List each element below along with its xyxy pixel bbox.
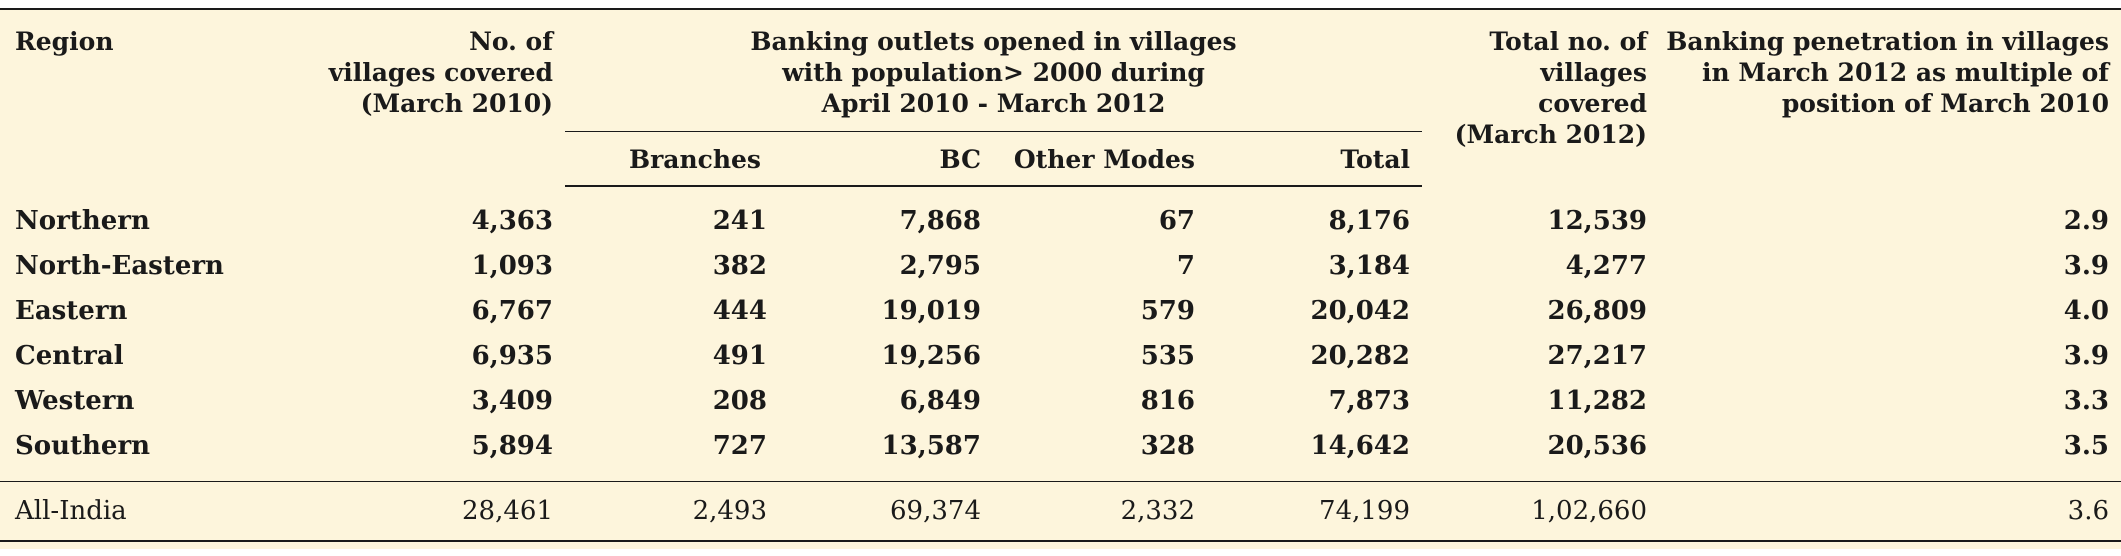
cell-villages-2012: 1,02,660: [1422, 481, 1660, 542]
cell-total: 20,282: [1310, 341, 1411, 371]
cell-villages-2010: 6,767: [471, 296, 553, 326]
cell-bc: 19,019: [881, 296, 981, 326]
cell-villages-2010: 6,935: [471, 341, 553, 371]
cell-branches: 2,493: [565, 481, 779, 542]
header-group-line2: with population> 2000 during: [782, 58, 1205, 87]
cell-penetration: 2.9: [2063, 205, 2110, 236]
header-villages-2012: Total no. of villages covered (March 201…: [1422, 8, 1660, 186]
cell-branches: 208: [712, 386, 767, 416]
header-region-label: Region: [15, 27, 114, 56]
cell-bc: 13,587: [881, 431, 981, 461]
cell-villages-2012: 12,539: [1547, 205, 1648, 236]
cell-villages-2010: 1,093: [471, 251, 553, 281]
header-region: Region: [0, 8, 300, 186]
table-body: Northern 4,363 241 7,868 67 8,176 12,539…: [0, 186, 2121, 482]
table-row: North-Eastern 1,093 382 2,795 7 3,184 4,…: [0, 244, 2121, 289]
cell-bc: 19,256: [881, 341, 981, 371]
table-row: Southern 5,894 727 13,587 328 14,642 20,…: [0, 424, 2121, 482]
cell-villages-2012: 27,217: [1547, 341, 1648, 371]
cell-region: Southern: [15, 431, 151, 461]
header-group-line3: April 2010 - March 2012: [821, 89, 1166, 118]
cell-penetration: 3.9: [2063, 341, 2110, 371]
header-villages-2012-line2: villages: [1540, 58, 1648, 87]
cell-villages-2010: 4,363: [471, 205, 553, 236]
header-villages-2012-line3: covered: [1538, 89, 1648, 118]
cell-branches: 382: [712, 251, 767, 281]
header-penetration: Banking penetration in villages in March…: [1659, 8, 2121, 186]
banking-outlets-table: Region No. of villages covered (March 20…: [0, 8, 2121, 542]
cell-bc: 6,849: [899, 386, 981, 416]
cell-total: 14,642: [1310, 431, 1411, 461]
table-row: Northern 4,363 241 7,868 67 8,176 12,539…: [0, 186, 2121, 244]
cell-region: North-Eastern: [15, 251, 224, 281]
cell-penetration: 3.6: [1659, 481, 2121, 542]
cell-villages-2012: 4,277: [1565, 251, 1648, 281]
cell-branches: 727: [712, 431, 767, 461]
cell-branches: 241: [712, 206, 767, 236]
header-penetration-line2: in March 2012 as multiple of: [1702, 58, 2110, 87]
header-villages-2010-line1: No. of: [469, 27, 553, 56]
cell-bc: 69,374: [779, 481, 993, 542]
cell-other-modes: 7: [1176, 251, 1195, 281]
header-villages-2010-line2: villages covered: [328, 58, 553, 87]
header-group-line1: Banking outlets opened in villages: [750, 27, 1237, 56]
header-group-outlets: Banking outlets opened in villages with …: [565, 8, 1423, 132]
cell-region: Central: [15, 341, 124, 371]
cell-branches: 491: [712, 341, 767, 371]
cell-villages-2010: 5,894: [471, 431, 553, 461]
header-villages-2010: No. of villages covered (March 2010): [300, 8, 565, 186]
cell-bc: 7,868: [899, 206, 981, 236]
table-header: Region No. of villages covered (March 20…: [0, 8, 2121, 187]
header-branches: Branches: [565, 131, 779, 187]
cell-region: Western: [15, 386, 135, 416]
cell-villages-2012: 26,809: [1547, 296, 1648, 326]
cell-villages-2010: 28,461: [300, 481, 565, 542]
cell-other-modes: 579: [1140, 296, 1195, 326]
header-villages-2012-line4: (March 2012): [1454, 120, 1648, 149]
cell-villages-2010: 3,409: [471, 386, 553, 416]
cell-total: 8,176: [1328, 206, 1411, 236]
cell-other-modes: 535: [1140, 341, 1195, 371]
cell-penetration: 4.0: [2063, 296, 2110, 326]
cell-region: Northern: [15, 205, 150, 236]
header-other-modes: Other Modes: [993, 131, 1207, 187]
cell-villages-2012: 20,536: [1547, 431, 1648, 461]
table-row-total: All-India 28,461 2,493 69,374 2,332 74,1…: [0, 481, 2121, 542]
header-penetration-line1: Banking penetration in villages: [1666, 27, 2110, 56]
cell-region: All-India: [0, 481, 300, 542]
cell-penetration: 3.5: [2063, 431, 2110, 461]
header-villages-2012-line1: Total no. of: [1489, 27, 1648, 56]
cell-other-modes: 67: [1158, 206, 1195, 236]
cell-other-modes: 328: [1140, 431, 1195, 461]
cell-total: 20,042: [1310, 296, 1411, 326]
cell-total: 3,184: [1328, 251, 1411, 281]
header-villages-2010-line3: (March 2010): [360, 89, 553, 118]
cell-total: 7,873: [1328, 386, 1411, 416]
table-row: Western 3,409 208 6,849 816 7,873 11,282…: [0, 379, 2121, 424]
cell-villages-2012: 11,282: [1547, 386, 1648, 416]
header-penetration-line3: position of March 2010: [1781, 89, 2110, 118]
cell-total: 74,199: [1207, 481, 1423, 542]
header-total: Total: [1207, 131, 1423, 187]
table-footer: All-India 28,461 2,493 69,374 2,332 74,1…: [0, 481, 2121, 542]
cell-penetration: 3.9: [2063, 251, 2110, 281]
cell-region: Eastern: [15, 296, 128, 326]
cell-penetration: 3.3: [2063, 386, 2110, 416]
cell-other-modes: 816: [1140, 386, 1195, 416]
cell-other-modes: 2,332: [993, 481, 1207, 542]
cell-branches: 444: [712, 296, 767, 326]
header-bc: BC: [779, 131, 993, 187]
table-row: Eastern 6,767 444 19,019 579 20,042 26,8…: [0, 289, 2121, 334]
table-container: Region No. of villages covered (March 20…: [0, 8, 2121, 549]
table-row: Central 6,935 491 19,256 535 20,282 27,2…: [0, 334, 2121, 379]
cell-bc: 2,795: [899, 251, 981, 281]
